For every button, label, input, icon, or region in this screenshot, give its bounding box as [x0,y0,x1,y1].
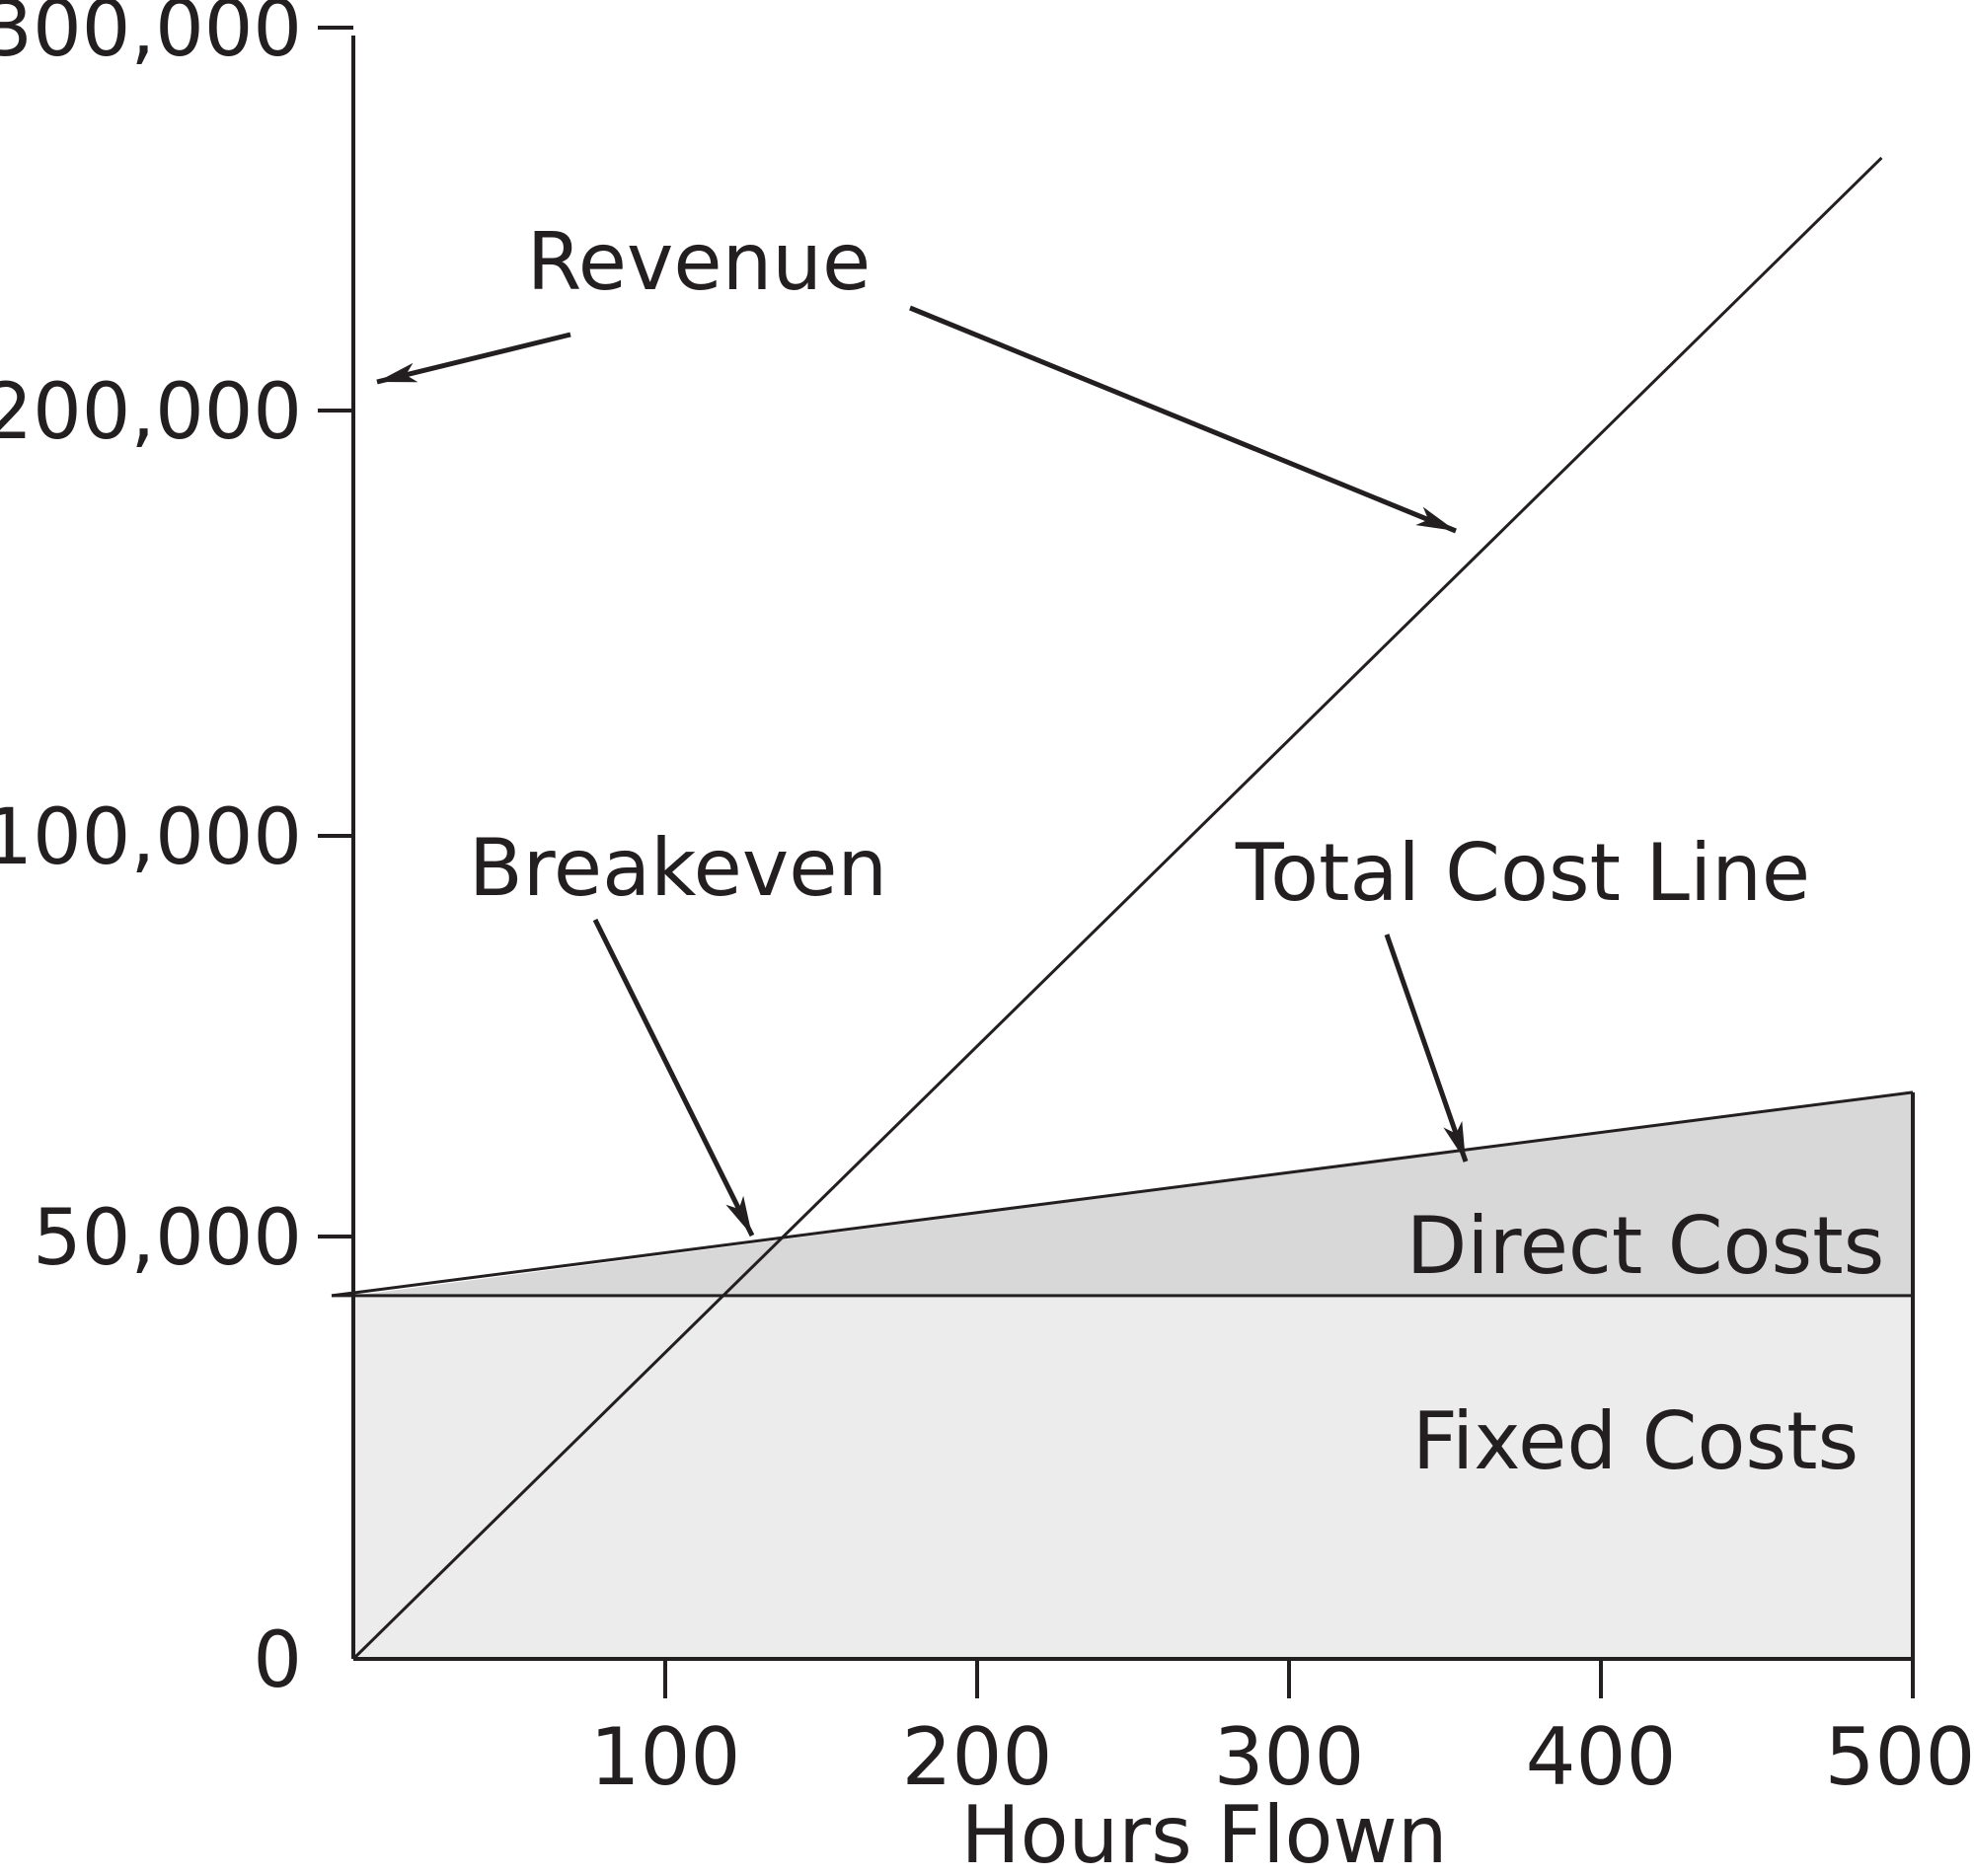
total-cost-line-annotation: Total Cost Line [1235,827,1810,919]
total-cost-line [331,1090,1914,1298]
x-ticks: 100 200 300 400 500 [590,1659,1974,1803]
revenue-annotation: Revenue [527,216,871,308]
y-tick-label: 0 [253,1616,302,1705]
x-tick-label: 500 [1825,1711,1974,1803]
revenue-arrow-left [376,332,571,385]
y-ticks: 0 50,000 100,000 200,000 300,000 [0,0,353,1705]
x-tick-label: 200 [902,1711,1053,1803]
x-tick-label: 100 [590,1711,741,1803]
direct-costs-label: Direct Costs [1406,1200,1885,1292]
y-tick-label: 300,000 [0,0,302,74]
x-tick-label: 300 [1214,1711,1365,1803]
breakeven-annotation: Breakeven [469,822,887,914]
fixed-costs-region [353,1295,1913,1659]
revenue-line [351,156,1883,1661]
y-tick-label: 200,000 [0,368,302,457]
x-tick-label: 400 [1526,1711,1677,1803]
breakeven-arrow [592,918,755,1238]
total-cost-arrow [1384,934,1469,1163]
fixed-costs-label: Fixed Costs [1412,1395,1859,1487]
revenue-arrow-right [909,305,1457,534]
y-tick-label: 50,000 [33,1194,302,1283]
x-axis-label: Hours Flown [960,1789,1447,1876]
y-tick-label: 100,000 [0,793,302,882]
